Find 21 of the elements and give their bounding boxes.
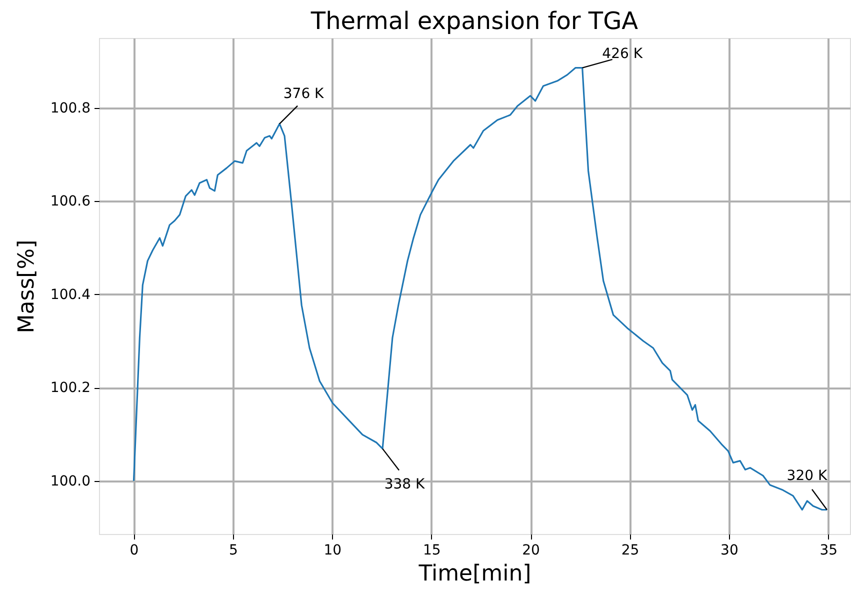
x-axis-title: Time[min] [418,562,532,586]
y-tick-label: 100.4 [50,286,91,303]
x-tick-label: 30 [720,542,738,558]
annotation: 320 K [786,468,828,484]
x-tick-label: 25 [621,542,640,558]
x-tick-label: 0 [130,542,139,558]
line-series [132,67,828,511]
y-tick-label: 100.8 [50,100,90,116]
y-axis-title: Mass[%] [14,240,40,334]
x-tick-label: 15 [422,542,441,558]
annotation: 426 K [602,46,644,62]
annotation: 338 K [384,476,426,493]
y-tick-label: 100.2 [50,380,90,396]
x-tick-label: 35 [820,542,838,558]
x-tick-label: 10 [324,542,342,558]
x-tick-label: 5 [228,542,238,558]
annotation: 376 K [283,86,325,102]
y-tick-label: 100.6 [50,194,91,210]
x-tick-label: 20 [522,542,540,558]
chart-title: Thermal expansion for TGA [310,7,639,35]
y-tick-label: 100.0 [50,473,90,490]
